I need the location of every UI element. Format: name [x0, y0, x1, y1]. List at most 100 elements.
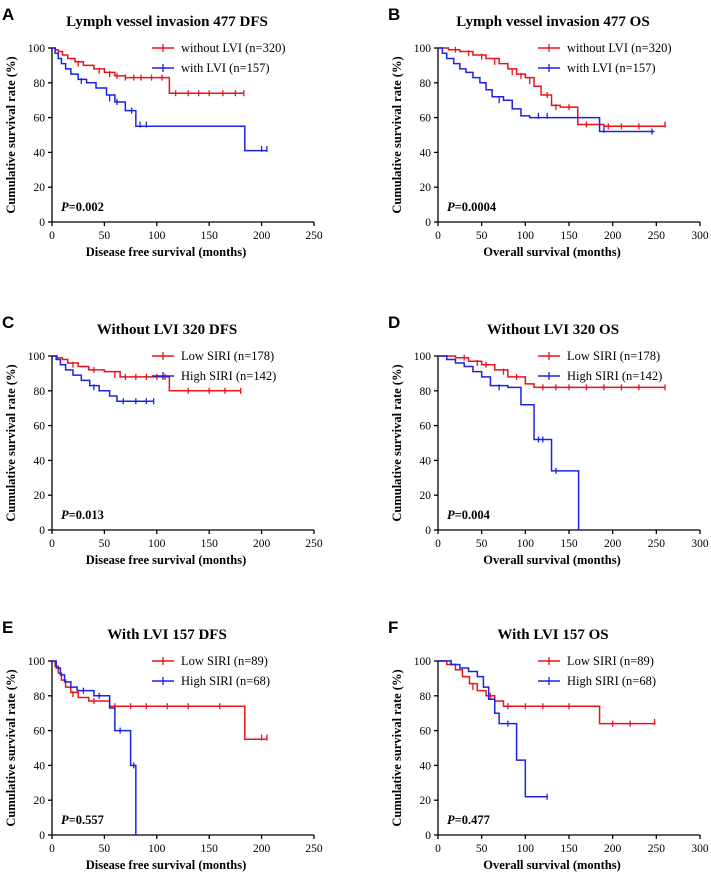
p-value-prefix: P [61, 813, 69, 827]
panel-letter: E [2, 618, 13, 637]
x-tick-label: 50 [476, 538, 488, 550]
x-axis-label: Overall survival (months) [483, 245, 621, 259]
y-tick-label: 40 [420, 760, 432, 772]
x-tick-label: 200 [253, 230, 271, 242]
legend-label: Low SIRI (n=89) [181, 654, 268, 668]
y-tick-label: 40 [34, 455, 46, 467]
legend-label: with LVI (n=157) [567, 61, 656, 75]
x-tick-label: 150 [201, 230, 219, 242]
x-tick-label: 150 [560, 230, 578, 242]
x-tick-label: 50 [99, 230, 111, 242]
x-tick-label: 200 [253, 843, 271, 855]
survival-curve-red [438, 47, 666, 128]
survival-curve-red [52, 355, 241, 392]
x-tick-label: 50 [476, 843, 488, 855]
y-tick-label: 60 [420, 421, 432, 433]
x-tick-label: 300 [691, 538, 709, 550]
x-tick-label: 200 [604, 843, 622, 855]
panel-letter: B [388, 5, 400, 24]
y-tick-label: 80 [420, 78, 432, 90]
x-tick-label: 100 [517, 230, 535, 242]
p-value-annotation: P=0.004 [447, 508, 491, 522]
x-tick-label: 150 [560, 843, 578, 855]
p-value: =0.477 [455, 813, 490, 827]
legend-label: Low SIRI (n=89) [567, 654, 654, 668]
y-tick-label: 100 [28, 351, 46, 363]
x-tick-label: 250 [648, 843, 666, 855]
y-tick-label: 60 [34, 113, 46, 125]
panel-letter: C [2, 313, 14, 332]
y-tick-label: 0 [39, 525, 45, 537]
x-axis-label: Disease free survival (months) [86, 245, 247, 259]
x-tick-label: 200 [604, 230, 622, 242]
survival-curve-blue [438, 355, 580, 530]
x-tick-label: 250 [305, 538, 323, 550]
y-tick-label: 0 [39, 217, 45, 229]
y-tick-label: 80 [34, 386, 46, 398]
p-value-prefix: P [61, 200, 69, 214]
p-value: =0.002 [69, 200, 104, 214]
x-tick-label: 100 [148, 843, 166, 855]
y-tick-label: 100 [414, 351, 432, 363]
y-tick-label: 0 [425, 525, 431, 537]
y-axis-label: Cumulative survival rate (%) [4, 669, 18, 826]
chart-title: Without LVI 320 OS [487, 322, 619, 338]
p-value: =0.004 [455, 508, 491, 522]
y-tick-label: 0 [425, 217, 431, 229]
x-tick-label: 150 [201, 538, 219, 550]
y-tick-label: 80 [420, 691, 432, 703]
y-tick-label: 100 [414, 656, 432, 668]
legend-label: High SIRI (n=142) [567, 369, 662, 383]
y-tick-label: 80 [34, 691, 46, 703]
chart-title: With LVI 157 OS [497, 627, 608, 643]
chart-panel-a: A Lymph vessel invasion 477 DFS 0 20 40 60 80 1… [2, 5, 323, 259]
survival-curve-blue [438, 660, 548, 798]
x-tick-label: 300 [691, 843, 709, 855]
x-tick-label: 100 [517, 538, 535, 550]
y-tick-label: 0 [425, 830, 431, 842]
x-tick-label: 250 [648, 538, 666, 550]
x-axis-label: Overall survival (months) [483, 858, 621, 872]
x-tick-label: 100 [517, 843, 535, 855]
y-tick-label: 60 [420, 113, 432, 125]
y-tick-label: 0 [39, 830, 45, 842]
y-tick-label: 40 [34, 147, 46, 159]
y-tick-label: 20 [34, 490, 46, 502]
survival-curve-blue [52, 660, 137, 835]
y-tick-label: 20 [420, 795, 432, 807]
x-tick-label: 100 [148, 230, 166, 242]
x-tick-label: 200 [253, 538, 271, 550]
y-tick-label: 100 [28, 656, 46, 668]
survival-curve-red [52, 660, 268, 741]
legend-label: without LVI (n=320) [181, 41, 286, 55]
y-tick-label: 80 [420, 386, 432, 398]
p-value: =0.557 [69, 813, 104, 827]
chart-title: Lymph vessel invasion 477 DFS [66, 14, 268, 30]
survival-curve-blue [52, 47, 267, 152]
p-value: =0.013 [69, 508, 104, 522]
x-tick-label: 0 [49, 843, 55, 855]
y-axis-label: Cumulative survival rate (%) [390, 56, 404, 213]
y-tick-label: 40 [34, 760, 46, 772]
y-tick-label: 100 [28, 43, 46, 55]
x-tick-label: 300 [691, 230, 709, 242]
x-tick-label: 250 [305, 230, 323, 242]
chart-panel-d: D Without LVI 320 OS 0 20 40 60 80 100 0 50 100 150… [388, 313, 709, 567]
y-tick-label: 60 [34, 726, 46, 738]
x-tick-label: 100 [148, 538, 166, 550]
chart-panel-c: C Without LVI 320 DFS 0 20 40 60 80 100 0 50 100 15… [2, 313, 323, 567]
legend-label: Low SIRI (n=178) [181, 349, 274, 363]
y-tick-label: 60 [34, 421, 46, 433]
y-tick-label: 80 [34, 78, 46, 90]
x-tick-label: 250 [305, 843, 323, 855]
survival-curve-blue [52, 355, 154, 402]
x-tick-label: 200 [604, 538, 622, 550]
p-value: =0.0004 [455, 200, 497, 214]
y-tick-label: 20 [420, 182, 432, 194]
legend-label: Low SIRI (n=178) [567, 349, 660, 363]
p-value-annotation: P=0.013 [61, 508, 104, 522]
panel-letter: A [2, 5, 14, 24]
chart-panel-f: F With LVI 157 OS 0 20 40 60 80 100 0 50 100 150 200… [388, 618, 709, 872]
p-value-annotation: P=0.477 [447, 813, 490, 827]
x-tick-label: 250 [648, 230, 666, 242]
